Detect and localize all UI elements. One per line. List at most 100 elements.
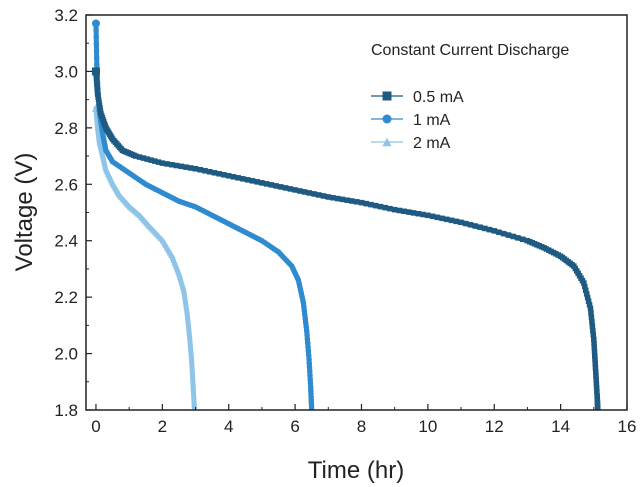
data-point (444, 216, 450, 223)
data-point (185, 321, 191, 327)
legend-swatch-marker (382, 137, 392, 147)
data-point (306, 190, 313, 196)
data-point (144, 156, 150, 162)
data-point-start (91, 19, 100, 28)
data-point (300, 300, 307, 306)
y-tick-label: 2.6 (54, 175, 78, 194)
data-point (230, 174, 237, 180)
data-point (263, 181, 270, 187)
data-point (415, 210, 422, 217)
data-point (187, 346, 194, 353)
data-point (189, 375, 196, 382)
data-point (311, 191, 317, 197)
data-point (178, 163, 185, 170)
data-point (458, 219, 464, 226)
data-point (335, 195, 341, 202)
data-point (592, 352, 598, 359)
data-point (302, 312, 308, 318)
data-point (183, 305, 190, 311)
series-2-mA (91, 104, 198, 410)
data-point (273, 183, 279, 189)
data-point (186, 327, 192, 333)
y-tick-label: 3.0 (54, 62, 78, 81)
data-point (510, 233, 516, 240)
data-point (387, 205, 393, 212)
data-point (325, 194, 332, 200)
data-point (505, 232, 512, 238)
data-point (133, 153, 139, 159)
data-point (190, 388, 197, 395)
data-point (339, 196, 346, 203)
data-point (591, 348, 598, 355)
data-point (595, 407, 601, 410)
data-point (303, 320, 309, 326)
data-point (519, 236, 526, 243)
data-point (305, 348, 312, 354)
legend-item: 0.5 mA (371, 89, 464, 106)
x-tick-label: 0 (91, 417, 100, 436)
legend-item: 1 mA (371, 112, 451, 129)
data-point (186, 334, 193, 340)
data-point (173, 162, 180, 169)
data-point (307, 376, 313, 383)
data-point (588, 314, 595, 321)
data-point (316, 192, 322, 198)
data-point (190, 379, 196, 385)
data-point (211, 170, 218, 176)
data-point (491, 228, 497, 234)
data-point (189, 372, 196, 378)
data-point (307, 380, 314, 387)
data-point (94, 61, 100, 68)
data-point (453, 218, 460, 225)
legend-label: 0.5 mA (413, 89, 464, 106)
data-point (482, 225, 488, 232)
data-point (169, 161, 175, 168)
data-point (183, 164, 189, 170)
data-point (93, 41, 100, 47)
data-point (581, 280, 587, 286)
data-point (244, 177, 251, 183)
data-point (95, 96, 102, 103)
data-point (589, 318, 595, 325)
data-point (486, 226, 493, 233)
data-point (190, 384, 196, 390)
data-point (225, 173, 232, 179)
data-point (588, 310, 594, 316)
data-point (184, 311, 190, 317)
x-tick-label: 12 (485, 417, 504, 436)
series-layer (91, 19, 601, 410)
data-point (396, 207, 403, 214)
data-point (429, 213, 436, 220)
data-point (192, 166, 199, 172)
data-point (190, 393, 197, 399)
data-point (182, 298, 189, 304)
data-point (259, 180, 265, 186)
data-point (96, 99, 102, 106)
plot-frame (85, 14, 628, 411)
data-point (382, 204, 388, 211)
data-point (515, 235, 521, 241)
data-point (306, 368, 313, 375)
data-point (467, 222, 474, 228)
data-point (593, 381, 600, 387)
data-point (93, 75, 100, 81)
legend-item: 2 mA (371, 135, 451, 152)
data-point (221, 172, 227, 178)
x-tick-label: 2 (158, 417, 167, 436)
x-tick-label: 16 (618, 417, 637, 436)
data-point (93, 48, 100, 54)
data-point (190, 391, 197, 397)
data-point (358, 199, 365, 206)
data-point (420, 211, 426, 218)
data-point (159, 160, 166, 166)
data-point (268, 182, 275, 188)
legend-title: Constant Current Discharge (371, 42, 569, 59)
data-point (189, 366, 195, 372)
data-point (593, 372, 599, 379)
data-point (439, 215, 445, 222)
data-point (592, 364, 599, 371)
y-tick-label: 2.0 (54, 345, 78, 364)
data-point (587, 305, 594, 312)
data-point (594, 389, 600, 395)
data-point (303, 324, 309, 330)
